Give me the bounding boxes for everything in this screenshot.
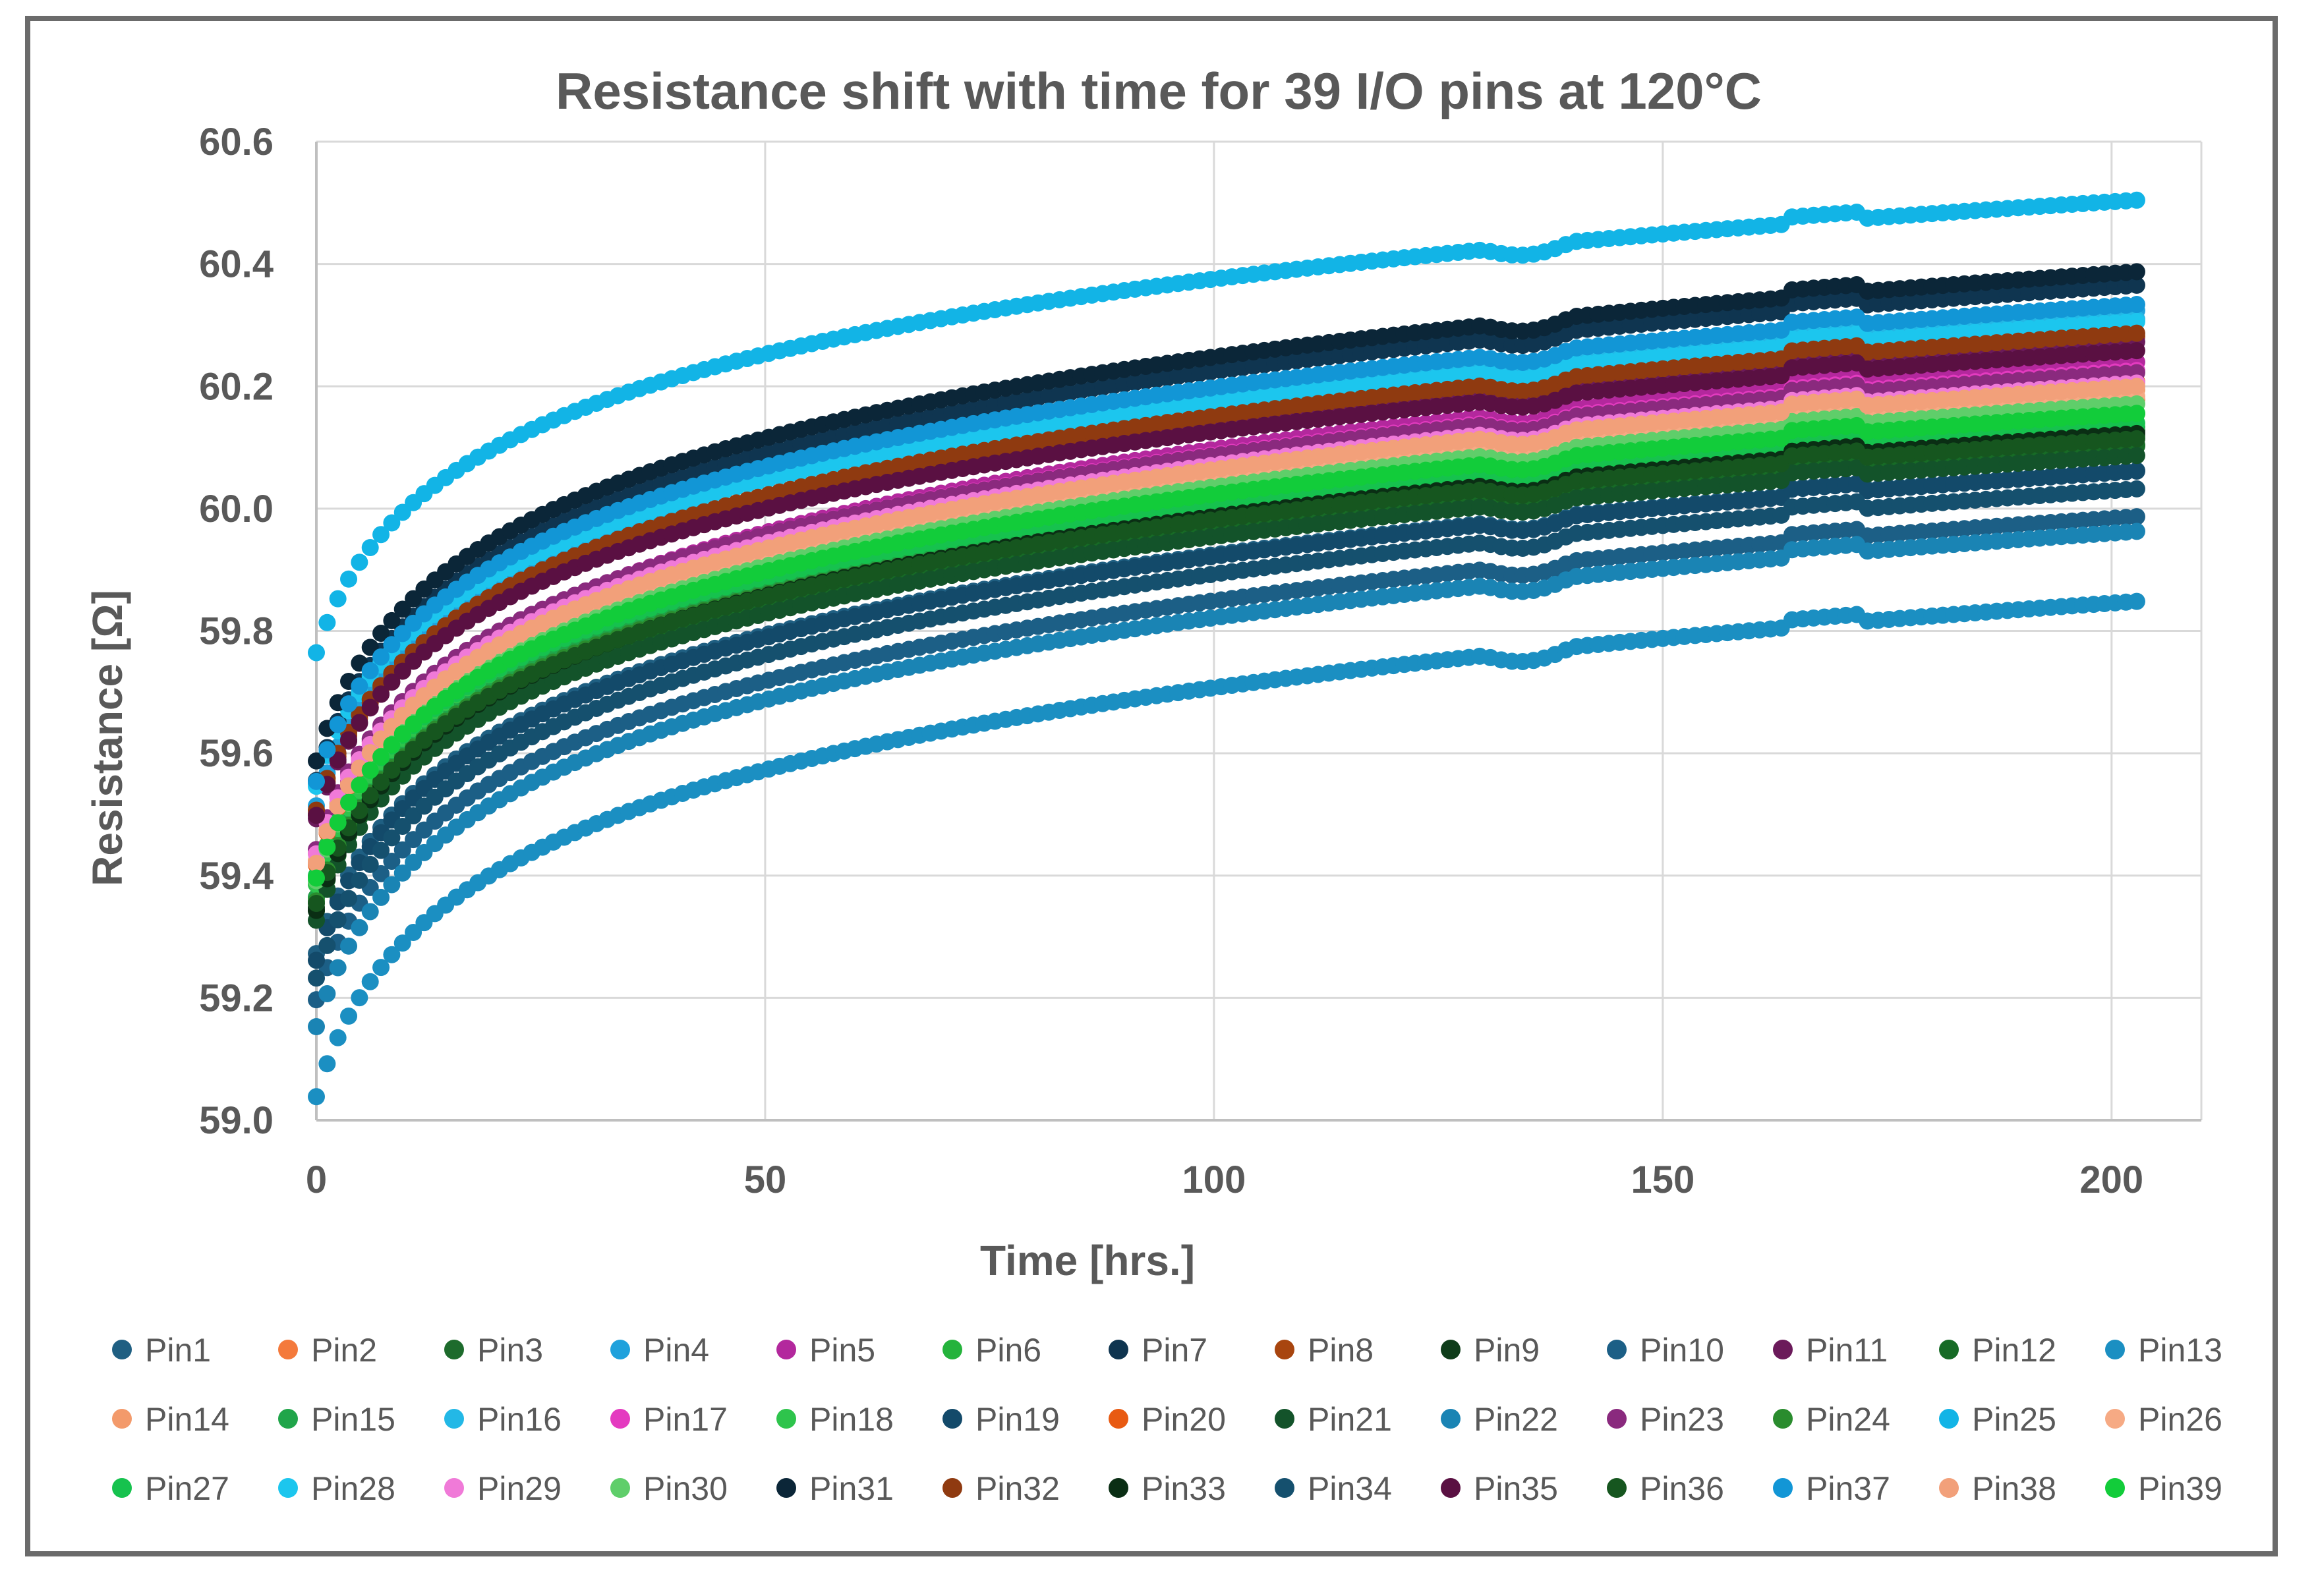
data-point xyxy=(2128,462,2145,480)
data-point xyxy=(308,952,325,969)
chart-frame xyxy=(25,16,2278,1556)
data-point xyxy=(2128,592,2145,610)
series-pin21 xyxy=(308,447,2145,929)
data-point xyxy=(361,903,379,921)
data-point xyxy=(383,946,401,963)
data-point xyxy=(361,973,379,990)
data-point xyxy=(308,1017,325,1035)
data-point xyxy=(340,570,358,588)
series-pin22 xyxy=(308,523,2145,1035)
data-point xyxy=(308,644,325,662)
data-point xyxy=(383,852,401,870)
series-pin19 xyxy=(308,462,2145,969)
data-point xyxy=(393,864,411,882)
data-point xyxy=(351,919,368,936)
data-point xyxy=(372,959,390,977)
data-point xyxy=(351,554,368,571)
data-point xyxy=(361,538,379,556)
data-point xyxy=(372,526,390,544)
data-point xyxy=(340,937,358,955)
series-pin13 xyxy=(308,592,2145,1106)
data-point xyxy=(2128,191,2145,209)
data-point xyxy=(318,1055,336,1073)
data-point xyxy=(351,989,368,1007)
data-point xyxy=(372,888,390,906)
data-point xyxy=(329,1029,347,1046)
chart-title: Resistance shift with time for 39 I/O pi… xyxy=(556,62,1762,120)
data-point xyxy=(340,1007,358,1025)
series-pin28 xyxy=(308,313,2145,795)
data-point xyxy=(393,934,411,952)
data-point xyxy=(329,590,347,608)
series-pin25 xyxy=(308,191,2145,662)
data-point xyxy=(2128,523,2145,540)
data-point xyxy=(329,959,347,977)
data-point xyxy=(318,613,336,631)
data-point xyxy=(318,985,336,1003)
data-series xyxy=(308,191,2145,1106)
data-point xyxy=(383,876,401,894)
data-point xyxy=(308,1088,325,1106)
data-point xyxy=(2128,276,2145,294)
data-point xyxy=(393,841,411,859)
data-point xyxy=(2128,447,2145,465)
series-pin10 xyxy=(308,508,2145,1009)
data-point xyxy=(2128,508,2145,526)
data-point xyxy=(383,514,401,532)
